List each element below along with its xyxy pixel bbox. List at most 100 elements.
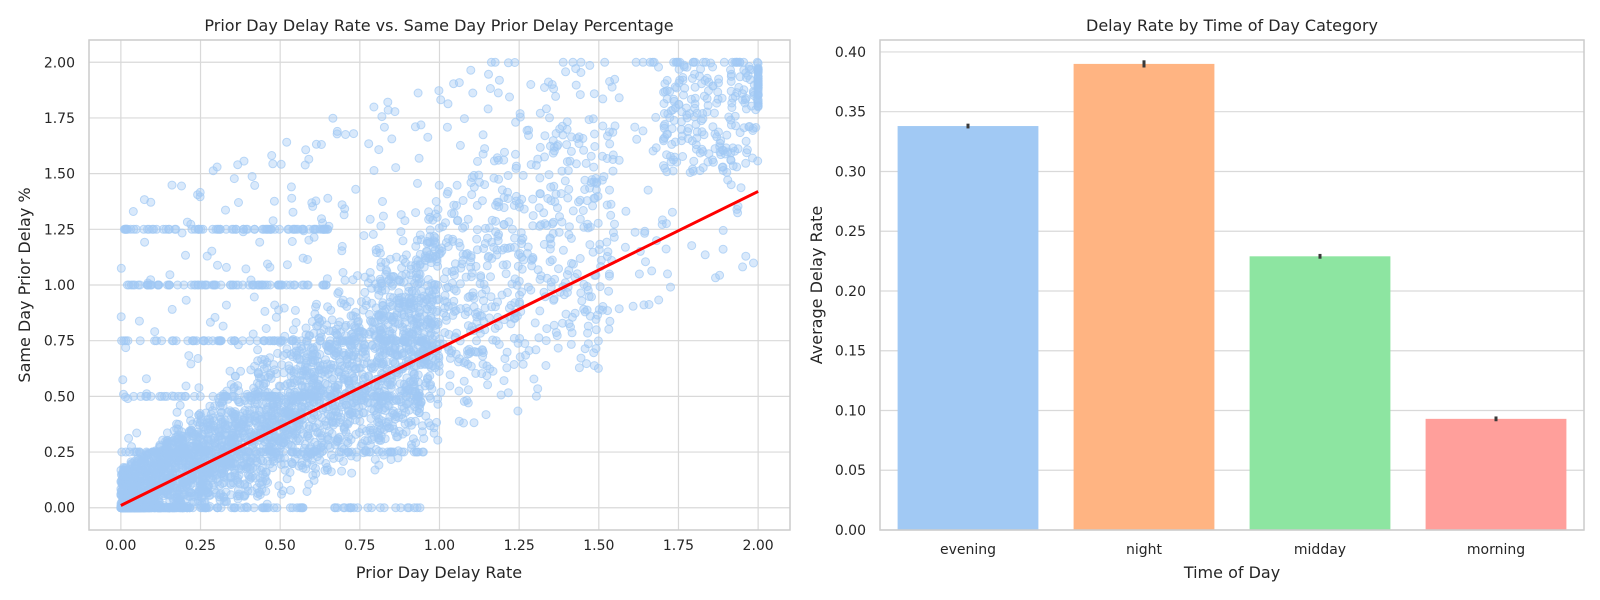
scatter-point bbox=[239, 503, 249, 513]
scatter-point bbox=[459, 114, 469, 124]
scatter-point bbox=[558, 318, 567, 328]
scatter-point bbox=[193, 190, 203, 200]
scatter-point bbox=[156, 462, 165, 472]
scatter-point bbox=[349, 129, 359, 139]
scatter-point bbox=[441, 311, 451, 321]
scatter-point bbox=[529, 374, 539, 384]
scatter-point bbox=[667, 207, 677, 217]
scatter-point bbox=[742, 148, 752, 158]
scatter-point bbox=[415, 399, 425, 409]
scatter-title: Prior Day Delay Rate vs. Same Day Prior … bbox=[204, 16, 673, 35]
scatter-point bbox=[549, 294, 559, 304]
scatter-point bbox=[667, 124, 677, 134]
scatter-point bbox=[317, 214, 326, 224]
scatter-point bbox=[347, 468, 357, 478]
scatter-point bbox=[349, 373, 359, 382]
scatter-point bbox=[708, 62, 718, 72]
scatter-point bbox=[257, 484, 267, 494]
scatter-point bbox=[586, 151, 596, 161]
scatter-point bbox=[325, 443, 335, 452]
scatter-point bbox=[330, 503, 340, 513]
scatter-point bbox=[127, 458, 137, 468]
scatter-point bbox=[229, 174, 239, 184]
scatter-point bbox=[249, 292, 259, 302]
scatter-point bbox=[427, 334, 437, 344]
scatter-point bbox=[723, 147, 733, 157]
bar-title: Delay Rate by Time of Day Category bbox=[1086, 16, 1378, 35]
scatter-point bbox=[239, 156, 249, 166]
scatter-point bbox=[510, 233, 520, 243]
scatter-point bbox=[368, 229, 378, 239]
scatter-point bbox=[682, 113, 692, 123]
scatter-point bbox=[273, 348, 283, 358]
scatter-point bbox=[711, 273, 720, 283]
scatter-point bbox=[407, 440, 416, 449]
scatter-point bbox=[390, 359, 400, 369]
scatter-point bbox=[414, 153, 424, 163]
scatter-point bbox=[589, 348, 599, 358]
scatter-point bbox=[483, 104, 493, 114]
scatter-point bbox=[204, 429, 214, 438]
scatter-point bbox=[459, 376, 469, 386]
scatter-point bbox=[437, 243, 447, 253]
scatter-point bbox=[378, 211, 388, 221]
scatter-point bbox=[549, 142, 559, 152]
scatter-point bbox=[741, 136, 751, 146]
scatter-point bbox=[260, 336, 270, 346]
scatter-point bbox=[535, 189, 545, 199]
scatter-point bbox=[172, 492, 182, 502]
scatter-point bbox=[387, 447, 397, 457]
scatter-point bbox=[184, 351, 194, 361]
scatter-point bbox=[473, 307, 483, 317]
scatter-point bbox=[547, 255, 557, 265]
scatter-point bbox=[246, 275, 256, 285]
scatter-point bbox=[485, 84, 495, 93]
scatter-point bbox=[287, 193, 297, 203]
scatter-point bbox=[631, 57, 641, 67]
scatter-point bbox=[659, 136, 669, 146]
scatter-point bbox=[297, 382, 307, 392]
scatter-point bbox=[197, 280, 207, 290]
scatter-point bbox=[386, 277, 396, 287]
scatter-point bbox=[379, 346, 389, 356]
scatter-point bbox=[411, 208, 421, 218]
scatter-point bbox=[424, 214, 434, 224]
scatter-point bbox=[598, 94, 608, 104]
scatter-point bbox=[694, 71, 704, 81]
scatter-point bbox=[304, 235, 314, 245]
scatter-point bbox=[301, 145, 311, 155]
scatter-point bbox=[379, 122, 389, 132]
scatter-point bbox=[205, 401, 215, 411]
scatter-x-tick-label: 0.75 bbox=[344, 538, 375, 554]
scatter-point bbox=[253, 391, 263, 401]
scatter-point bbox=[564, 222, 574, 232]
scatter-x-tick-label: 0.25 bbox=[185, 538, 216, 554]
scatter-point bbox=[260, 306, 270, 316]
scatter-point bbox=[286, 485, 295, 495]
scatter-point bbox=[376, 257, 386, 267]
scatter-y-tick-label: 0.00 bbox=[44, 501, 75, 517]
scatter-point bbox=[141, 374, 151, 384]
scatter-point bbox=[269, 405, 279, 415]
scatter-point bbox=[386, 455, 396, 464]
scatter-point bbox=[528, 194, 538, 204]
scatter-point bbox=[367, 298, 377, 308]
scatter-point bbox=[181, 381, 191, 391]
scatter-point bbox=[727, 98, 737, 108]
scatter-point bbox=[568, 206, 578, 216]
scatter-point bbox=[317, 413, 327, 423]
scatter-point bbox=[284, 361, 294, 371]
scatter-point bbox=[163, 447, 173, 457]
scatter-point bbox=[299, 366, 309, 376]
scatter-point bbox=[148, 447, 158, 457]
scatter-point bbox=[333, 347, 343, 357]
scatter-point bbox=[383, 97, 393, 107]
scatter-point bbox=[221, 300, 231, 310]
scatter-point bbox=[509, 242, 519, 252]
scatter-point bbox=[722, 167, 732, 177]
bar-x-tick-label: midday bbox=[1294, 542, 1346, 558]
scatter-point bbox=[463, 385, 473, 395]
scatter-point bbox=[575, 90, 585, 100]
scatter-point bbox=[433, 320, 443, 329]
scatter-point bbox=[367, 283, 377, 293]
